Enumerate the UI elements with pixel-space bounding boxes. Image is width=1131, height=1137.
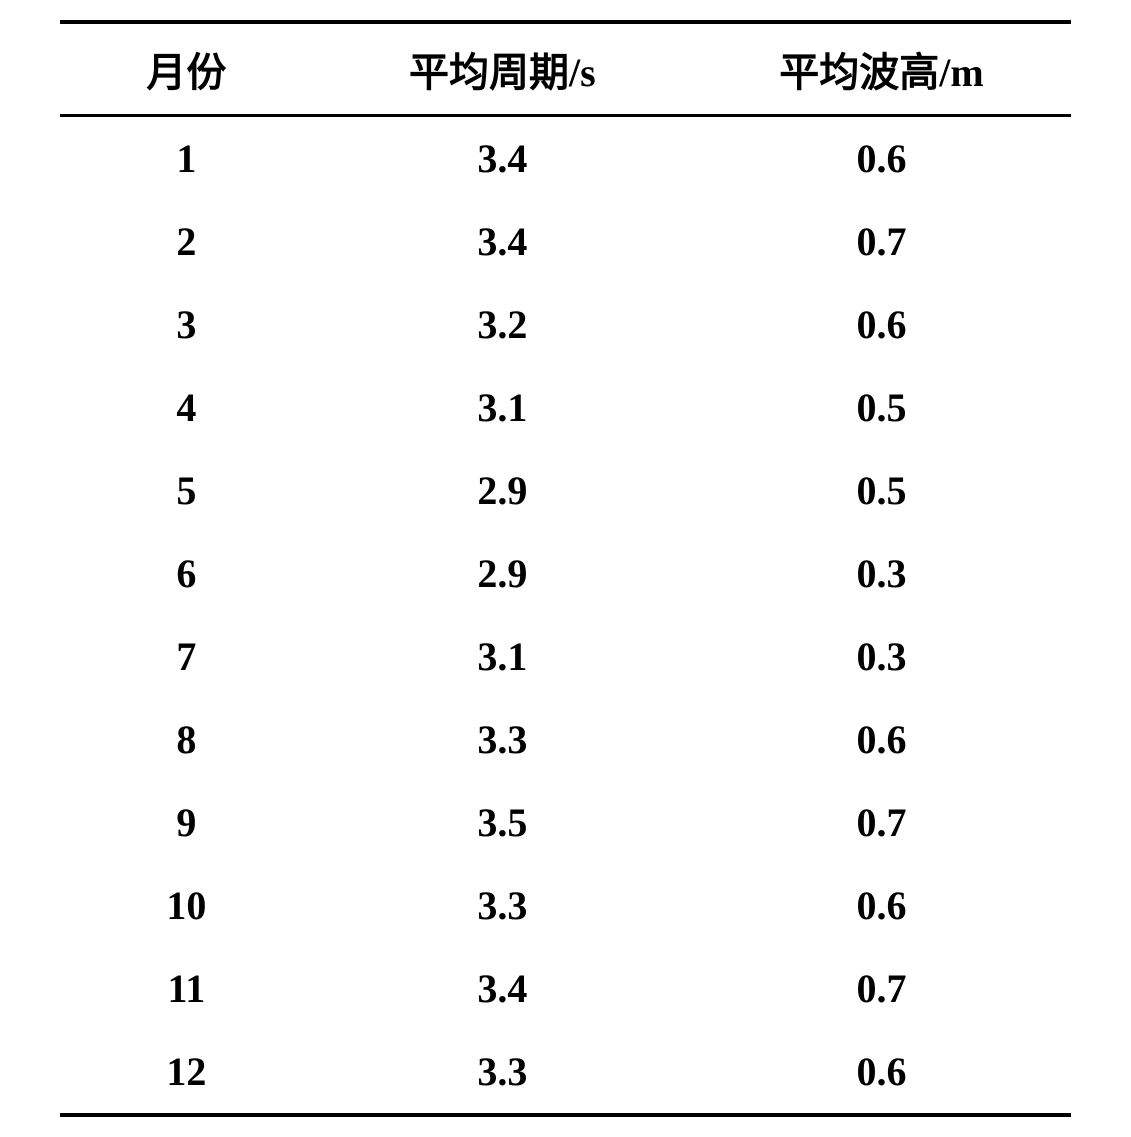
table-row: 5 2.9 0.5 xyxy=(60,449,1071,532)
table-row: 7 3.1 0.3 xyxy=(60,615,1071,698)
cell-month: 9 xyxy=(60,781,313,864)
table-row: 11 3.4 0.7 xyxy=(60,947,1071,1030)
cell-avg-period: 3.2 xyxy=(313,283,692,366)
header-row: 月份 平均周期/s 平均波高/m xyxy=(60,22,1071,116)
cell-avg-wave-height: 0.6 xyxy=(692,698,1071,781)
cell-avg-wave-height: 0.6 xyxy=(692,116,1071,201)
cell-avg-period: 3.1 xyxy=(313,615,692,698)
cell-avg-period: 2.9 xyxy=(313,532,692,615)
cell-month: 1 xyxy=(60,116,313,201)
cell-month: 5 xyxy=(60,449,313,532)
cell-avg-period: 3.3 xyxy=(313,864,692,947)
table-body: 1 3.4 0.6 2 3.4 0.7 3 3.2 0.6 4 3.1 0.5 … xyxy=(60,116,1071,1116)
cell-avg-period: 2.9 xyxy=(313,449,692,532)
table-container: 月份 平均周期/s 平均波高/m 1 3.4 0.6 2 3.4 0.7 3 3… xyxy=(0,0,1131,1137)
table-row: 3 3.2 0.6 xyxy=(60,283,1071,366)
cell-avg-period: 3.4 xyxy=(313,200,692,283)
cell-avg-wave-height: 0.5 xyxy=(692,366,1071,449)
cell-avg-wave-height: 0.7 xyxy=(692,781,1071,864)
cell-avg-period: 3.4 xyxy=(313,947,692,1030)
header-avg-wave-height: 平均波高/m xyxy=(692,22,1071,116)
cell-avg-wave-height: 0.3 xyxy=(692,615,1071,698)
cell-avg-wave-height: 0.5 xyxy=(692,449,1071,532)
table-row: 12 3.3 0.6 xyxy=(60,1030,1071,1115)
cell-avg-period: 3.3 xyxy=(313,698,692,781)
cell-month: 10 xyxy=(60,864,313,947)
cell-month: 11 xyxy=(60,947,313,1030)
table-row: 10 3.3 0.6 xyxy=(60,864,1071,947)
cell-avg-period: 3.1 xyxy=(313,366,692,449)
cell-month: 4 xyxy=(60,366,313,449)
table-row: 2 3.4 0.7 xyxy=(60,200,1071,283)
table-row: 6 2.9 0.3 xyxy=(60,532,1071,615)
cell-avg-period: 3.4 xyxy=(313,116,692,201)
cell-month: 6 xyxy=(60,532,313,615)
cell-avg-wave-height: 0.6 xyxy=(692,1030,1071,1115)
header-month: 月份 xyxy=(60,22,313,116)
cell-avg-wave-height: 0.3 xyxy=(692,532,1071,615)
cell-month: 2 xyxy=(60,200,313,283)
data-table: 月份 平均周期/s 平均波高/m 1 3.4 0.6 2 3.4 0.7 3 3… xyxy=(60,20,1071,1117)
table-header: 月份 平均周期/s 平均波高/m xyxy=(60,22,1071,116)
cell-month: 3 xyxy=(60,283,313,366)
cell-avg-wave-height: 0.7 xyxy=(692,947,1071,1030)
cell-month: 12 xyxy=(60,1030,313,1115)
cell-avg-period: 3.3 xyxy=(313,1030,692,1115)
table-row: 9 3.5 0.7 xyxy=(60,781,1071,864)
table-row: 8 3.3 0.6 xyxy=(60,698,1071,781)
cell-avg-wave-height: 0.6 xyxy=(692,283,1071,366)
table-row: 1 3.4 0.6 xyxy=(60,116,1071,201)
cell-avg-wave-height: 0.6 xyxy=(692,864,1071,947)
cell-avg-wave-height: 0.7 xyxy=(692,200,1071,283)
cell-month: 7 xyxy=(60,615,313,698)
table-row: 4 3.1 0.5 xyxy=(60,366,1071,449)
header-avg-period: 平均周期/s xyxy=(313,22,692,116)
cell-month: 8 xyxy=(60,698,313,781)
cell-avg-period: 3.5 xyxy=(313,781,692,864)
